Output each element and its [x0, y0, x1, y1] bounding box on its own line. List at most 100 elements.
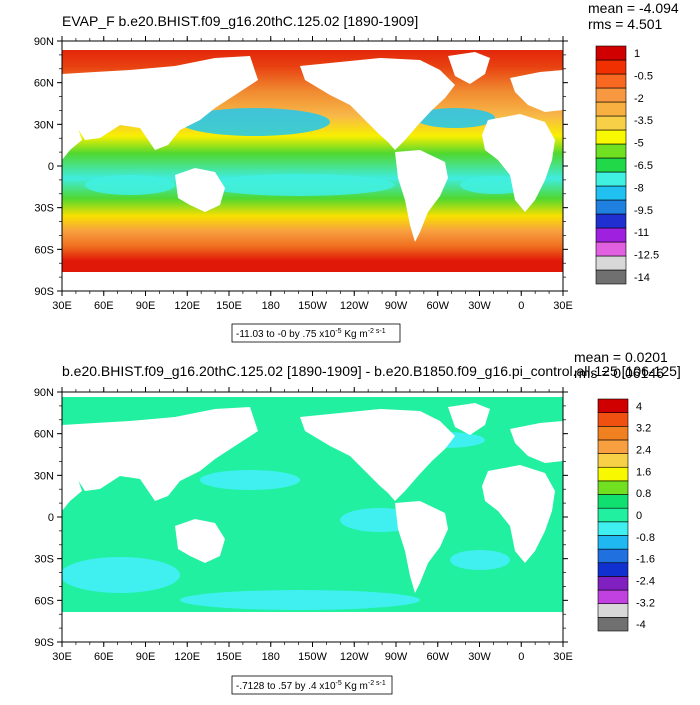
colorbar-label: 0: [636, 510, 642, 522]
colorbar-label: 1: [634, 48, 640, 60]
colorbar-swatch: [597, 548, 629, 564]
x-tick-label: 90W: [385, 651, 408, 663]
colorbar-label: -6.5: [634, 160, 653, 172]
colorbar-label: -5: [634, 138, 644, 150]
colorbar-swatch: [597, 480, 629, 495]
y-tick-label: 0: [48, 512, 54, 524]
x-tick-label: 30W: [468, 300, 491, 312]
panel2-colorbar: 4 3.2 2.4 1.6 0.8 0 -0.8 -1.6 -2.4 -3.2 -4: [597, 398, 655, 632]
panel2-land: [62, 392, 563, 642]
panel1-gulfstream: [415, 108, 495, 128]
panel2-caption-units: Kg m: [342, 681, 368, 692]
colorbar-swatch: [595, 185, 627, 201]
x-tick-label: 150W: [298, 300, 327, 312]
x-tick-label: 150W: [298, 651, 327, 663]
x-tick-label: 60E: [94, 300, 114, 312]
panel1-contour-caption: -11.03 to -0 by .75 x10-5 Kg m-2 s-1: [231, 323, 401, 343]
colorbar-swatch: [597, 398, 629, 413]
bottom-panel: b.e20.BHIST.f09_g16.20thC.125.02 [1890-1…: [34, 349, 681, 695]
panel2-caption-text: -.7128 to .57 by .4 x10: [236, 681, 336, 692]
panel1-map: [62, 41, 563, 291]
x-tick-label: 30E: [553, 300, 573, 312]
colorbar-swatch: [595, 255, 627, 271]
colorbar-swatch: [597, 617, 629, 632]
colorbar-swatch: [597, 521, 629, 536]
x-tick-label: 180: [262, 651, 280, 663]
y-tick-label: 60S: [34, 244, 54, 256]
colorbar-swatch: [597, 466, 629, 482]
svg-text:-11.03 to -0 by .75 x10-5 Kg m: -11.03 to -0 by .75 x10-5 Kg m-2 s-1: [236, 328, 386, 340]
colorbar-label: 0.8: [636, 488, 651, 500]
panel1-colorbar: 1 -0.5 -2 -3.5 -5 -6.5 -8 -9.5 -11 -12.5 -14: [595, 45, 659, 285]
colorbar-swatch: [595, 59, 627, 75]
panel1-rms: rms = 4.501: [588, 16, 663, 32]
svg-text:-.7128 to .57 by .4 x10-5 Kg m: -.7128 to .57 by .4 x10-5 Kg m-2 s-1: [236, 680, 386, 692]
colorbar-label: -0.8: [636, 532, 655, 544]
panel1-s-pacific-max: [205, 174, 395, 196]
x-tick-label: 30E: [52, 651, 72, 663]
colorbar-swatch: [597, 494, 629, 509]
panel2-map: [62, 392, 563, 642]
colorbar-swatch: [597, 603, 629, 618]
colorbar-swatch: [597, 412, 629, 427]
y-tick-label: 90S: [34, 637, 54, 649]
x-tick-label: 30E: [52, 300, 72, 312]
y-tick-label: 0: [48, 161, 54, 173]
y-tick-label: 90N: [34, 387, 54, 399]
colorbar-swatch: [595, 87, 627, 103]
colorbar-label: -3.2: [636, 597, 655, 609]
colorbar-swatch: [597, 562, 629, 577]
colorbar-label: -14: [634, 272, 650, 284]
panel1-caption-units-exp: -2 s-1: [368, 328, 386, 335]
panel1-caption-exp: -5: [335, 328, 341, 335]
x-tick-label: 90E: [136, 651, 156, 663]
y-tick-label: 30N: [34, 119, 54, 131]
x-tick-label: 120E: [174, 651, 200, 663]
colorbar-swatch: [595, 171, 627, 187]
colorbar-swatch: [597, 576, 629, 591]
panel2-title: b.e20.BHIST.f09_g16.20thC.125.02 [1890-1…: [62, 363, 681, 379]
colorbar-label: -0.5: [634, 70, 653, 82]
panel2-rms: rms = 0.06146: [574, 365, 664, 381]
colorbar-swatch: [595, 227, 627, 243]
colorbar-swatch: [597, 535, 629, 550]
colorbar-swatch: [595, 157, 627, 173]
x-tick-label: 150E: [216, 300, 242, 312]
colorbar-label: -9.5: [634, 205, 653, 217]
x-tick-label: 60W: [426, 651, 449, 663]
x-tick-label: 60E: [94, 651, 114, 663]
x-tick-label: 120W: [340, 651, 369, 663]
x-tick-label: 150E: [216, 651, 242, 663]
x-tick-label: 0: [518, 651, 524, 663]
colorbar-label: -1.6: [636, 554, 655, 566]
colorbar-label: -4: [636, 619, 646, 631]
x-tick-label: 30E: [553, 651, 573, 663]
colorbar-swatch: [595, 45, 627, 61]
panel1-land: [62, 41, 563, 291]
colorbar-swatch: [597, 589, 629, 605]
colorbar-label: 2.4: [636, 444, 651, 456]
x-tick-label: 90E: [136, 300, 156, 312]
x-tick-label: 120E: [174, 300, 200, 312]
colorbar-swatch: [595, 143, 627, 159]
x-tick-label: 180: [262, 300, 280, 312]
x-tick-label: 30W: [468, 651, 491, 663]
colorbar-swatch: [597, 453, 629, 468]
colorbar-swatch: [595, 73, 627, 89]
colorbar-label: 3.2: [636, 423, 651, 435]
colorbar-label: 4: [636, 401, 642, 413]
panel2-axes: 30E 60E 90E 120E 150E 180 150W 120W 90W 60W 30W 0 30…: [34, 387, 573, 663]
colorbar-swatch: [595, 129, 627, 145]
panel2-caption-units-exp: -2 s-1: [368, 680, 386, 687]
y-tick-label: 60N: [34, 429, 54, 441]
colorbar-label: -8: [634, 182, 644, 194]
panel1-title: EVAP_F b.e20.BHIST.f09_g16.20thC.125.02 …: [62, 13, 418, 29]
panel1-axes: 30E 60E 90E 120E 150E 180 150W 120W 90W 60W 30W 0 30…: [34, 36, 573, 312]
panel2-mean: mean = 0.0201: [574, 349, 668, 365]
colorbar-swatch: [597, 439, 629, 454]
panel1-indian-max: [85, 175, 175, 195]
colorbar-swatch: [595, 269, 627, 285]
colorbar-swatch: [595, 213, 627, 229]
y-tick-label: 60N: [34, 78, 54, 90]
